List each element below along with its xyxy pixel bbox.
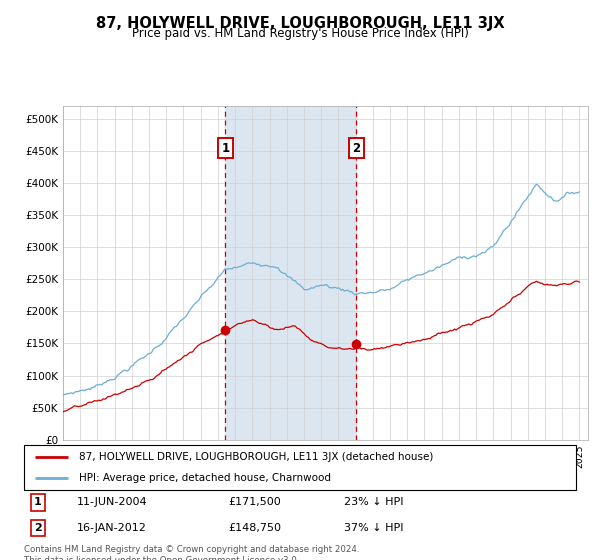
Text: 11-JUN-2004: 11-JUN-2004 — [76, 497, 147, 507]
Text: £171,500: £171,500 — [228, 497, 281, 507]
Text: 87, HOLYWELL DRIVE, LOUGHBOROUGH, LE11 3JX (detached house): 87, HOLYWELL DRIVE, LOUGHBOROUGH, LE11 3… — [79, 452, 434, 463]
Text: HPI: Average price, detached house, Charnwood: HPI: Average price, detached house, Char… — [79, 473, 331, 483]
Text: Contains HM Land Registry data © Crown copyright and database right 2024.
This d: Contains HM Land Registry data © Crown c… — [24, 545, 359, 560]
Text: 87, HOLYWELL DRIVE, LOUGHBOROUGH, LE11 3JX: 87, HOLYWELL DRIVE, LOUGHBOROUGH, LE11 3… — [95, 16, 505, 31]
Text: 2: 2 — [34, 523, 41, 533]
Text: 37% ↓ HPI: 37% ↓ HPI — [344, 523, 404, 533]
FancyBboxPatch shape — [24, 445, 576, 490]
Text: 1: 1 — [221, 142, 230, 155]
Text: 23% ↓ HPI: 23% ↓ HPI — [344, 497, 404, 507]
Text: 1: 1 — [34, 497, 41, 507]
Text: Price paid vs. HM Land Registry's House Price Index (HPI): Price paid vs. HM Land Registry's House … — [131, 27, 469, 40]
Text: 2: 2 — [352, 142, 361, 155]
Bar — [226, 106, 356, 440]
Text: £148,750: £148,750 — [228, 523, 281, 533]
Text: 16-JAN-2012: 16-JAN-2012 — [76, 523, 146, 533]
